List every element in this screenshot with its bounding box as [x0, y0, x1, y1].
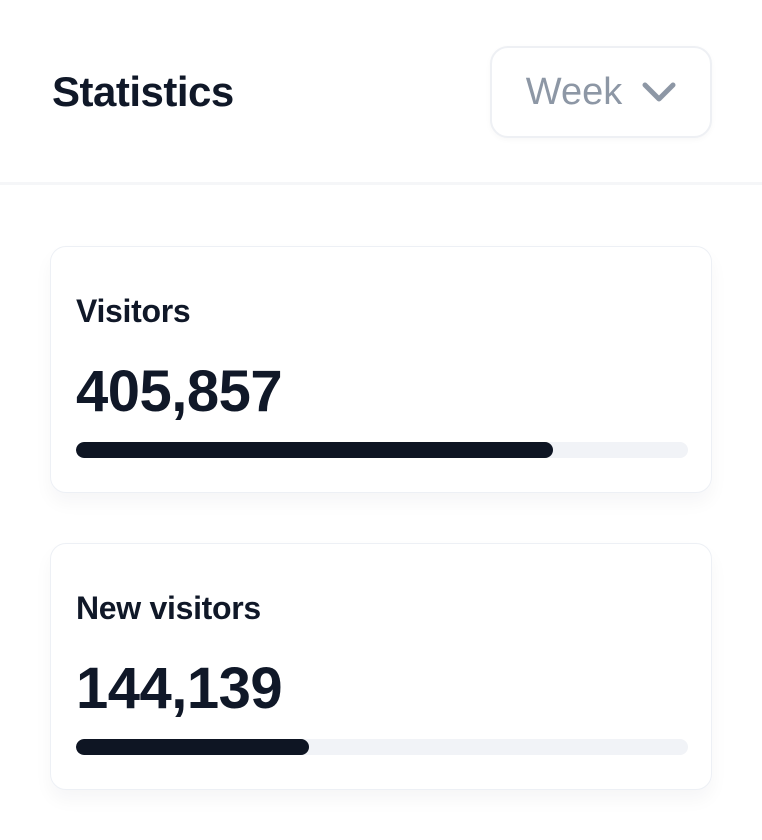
chevron-down-icon	[642, 81, 676, 103]
new-visitors-progress-track	[76, 739, 688, 755]
period-select-dropdown[interactable]: Week	[490, 46, 712, 138]
header-divider	[0, 182, 762, 185]
visitors-progress-track	[76, 442, 688, 458]
new-visitors-label: New visitors	[76, 590, 261, 626]
new-visitors-progress-fill	[76, 739, 309, 755]
visitors-label: Visitors	[76, 293, 191, 329]
visitors-progress-fill	[76, 442, 554, 458]
page-title: Statistics	[52, 67, 234, 115]
new-visitors-value: 144,139	[76, 656, 283, 721]
new-visitors-card: New visitors 144,139	[50, 543, 712, 790]
visitors-card: Visitors 405,857	[50, 246, 712, 493]
period-select-value: Week	[525, 71, 623, 113]
visitors-value: 405,857	[76, 359, 283, 424]
header: Statistics Week	[0, 0, 762, 142]
stat-cards: Visitors 405,857 New visitors 144,139	[0, 246, 762, 790]
